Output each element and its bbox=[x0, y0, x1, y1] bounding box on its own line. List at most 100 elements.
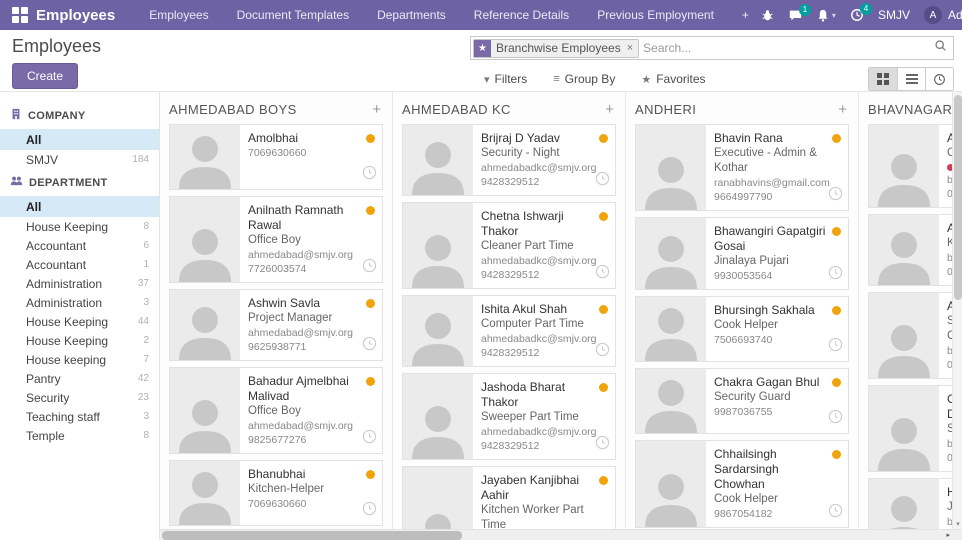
employee-card[interactable]: ACb 0 bbox=[868, 124, 962, 208]
sidebar-item-count: 3 bbox=[143, 411, 149, 422]
presence-status-dot bbox=[366, 206, 375, 215]
search-facet[interactable]: ★ Branchwise Employees × bbox=[473, 38, 640, 58]
top-menu-item-departments[interactable]: Departments bbox=[377, 8, 446, 22]
activity-clock-icon[interactable] bbox=[362, 258, 377, 278]
top-menu-item-document-templates[interactable]: Document Templates bbox=[236, 8, 350, 22]
employee-card[interactable]: Bhursingh Sakhala Cook Helper 7506693740 bbox=[635, 296, 849, 362]
app-title[interactable]: Employees bbox=[36, 6, 116, 24]
activity-clock-icon[interactable] bbox=[828, 503, 843, 523]
horizontal-scrollbar-thumb[interactable] bbox=[162, 531, 462, 540]
column-add-button[interactable]: + bbox=[605, 100, 614, 118]
employee-card[interactable]: Bahadur Ajmelbhai Malivad Office Boy ahmed… bbox=[169, 367, 383, 454]
employee-card[interactable]: Brijraj D Yadav Security - Night ahmedabad… bbox=[402, 124, 616, 196]
activity-clock-icon[interactable] bbox=[362, 165, 377, 185]
user-name: Administrator (SMJV_NEW) bbox=[947, 8, 962, 22]
sidebar-item-department-house-keeping[interactable]: House Keeping 44 bbox=[0, 312, 159, 331]
activity-clock-icon[interactable] bbox=[828, 265, 843, 285]
top-menu-item-reference-details[interactable]: Reference Details bbox=[473, 8, 570, 22]
activity-clock-icon[interactable] bbox=[362, 336, 377, 356]
sidebar-item-count: 184 bbox=[132, 154, 149, 165]
activity-clock-icon[interactable] bbox=[828, 337, 843, 357]
employee-card[interactable]: Jayaben Kanjibhai Aahir Kitchen Worker Pa… bbox=[402, 466, 616, 540]
employee-name: Jashoda Bharat Thakor bbox=[481, 380, 566, 409]
company-switcher[interactable]: SMJV bbox=[877, 8, 910, 22]
sidebar-item-department-house-keeping[interactable]: House keeping 7 bbox=[0, 350, 159, 369]
sidebar-item-department-accountant[interactable]: Accountant 6 bbox=[0, 236, 159, 255]
activity-clock-icon[interactable] bbox=[595, 342, 610, 362]
activity-clock-icon[interactable] bbox=[828, 186, 843, 206]
sidebar-item-department-administration[interactable]: Administration 37 bbox=[0, 274, 159, 293]
user-menu[interactable]: A Administrator (SMJV_NEW) bbox=[923, 6, 962, 24]
employee-card[interactable]: Bhavin Rana Executive - Admin & Kothar ran… bbox=[635, 124, 849, 211]
employee-phone: 0 bbox=[947, 188, 953, 200]
top-menu-item-employees[interactable]: Employees bbox=[149, 8, 209, 22]
presence-status-dot bbox=[366, 134, 375, 143]
employee-job-title: Project Manager bbox=[248, 312, 333, 324]
column-add-button[interactable]: + bbox=[372, 100, 381, 118]
search-icon[interactable] bbox=[934, 39, 947, 57]
filters-button[interactable]: ▾ Filters bbox=[484, 72, 528, 86]
notifications-bell-icon[interactable]: ▾ bbox=[817, 9, 836, 22]
facet-remove-icon[interactable]: × bbox=[625, 39, 639, 57]
create-button[interactable]: Create bbox=[12, 63, 79, 89]
debug-bug-icon[interactable] bbox=[761, 9, 774, 22]
employee-card[interactable]: Bhanubhai Kitchen-Helper 7069630660 bbox=[169, 460, 383, 526]
sidebar-item-department-accountant[interactable]: Accountant 1 bbox=[0, 255, 159, 274]
employee-email: b bbox=[947, 438, 953, 450]
employee-card[interactable]: CDSb 0 bbox=[868, 385, 962, 472]
employee-card[interactable]: Jashoda Bharat Thakor Sweeper Part Time ah… bbox=[402, 373, 616, 460]
employee-card[interactable]: Ashwin Savla Project Manager ahmedabad@smj… bbox=[169, 289, 383, 361]
employee-card[interactable]: Chhailsingh Sardarsingh Chowhan Cook Help… bbox=[635, 440, 849, 528]
activity-clock-icon[interactable] bbox=[362, 501, 377, 521]
sidebar-item-company-smjv[interactable]: SMJV 184 bbox=[0, 150, 159, 169]
sidebar-item-department-house-keeping[interactable]: House Keeping 8 bbox=[0, 217, 159, 236]
activities-clock-icon[interactable]: 4 bbox=[850, 3, 872, 22]
messages-icon[interactable]: 1 bbox=[788, 3, 811, 22]
scroll-down-arrow-icon[interactable]: ▾ bbox=[956, 521, 960, 528]
presence-status-dot bbox=[599, 305, 608, 314]
scroll-right-arrow-icon[interactable]: ▸ bbox=[946, 532, 950, 539]
employee-card[interactable]: Anilnath Ramnath Rawal Office Boy ahmedaba… bbox=[169, 196, 383, 283]
employee-card[interactable]: Amolbhai 7069630660 bbox=[169, 124, 383, 190]
horizontal-scrollbar[interactable]: ▸ bbox=[160, 529, 962, 540]
sidebar-item-department-teaching-staff[interactable]: Teaching staff 3 bbox=[0, 407, 159, 426]
employee-email: ahmedabad@smjv.org bbox=[248, 327, 354, 339]
favorites-button[interactable]: ★ Favorites bbox=[641, 72, 706, 86]
vertical-scrollbar-thumb[interactable] bbox=[954, 95, 962, 300]
sidebar-item-department-pantry[interactable]: Pantry 42 bbox=[0, 369, 159, 388]
sidebar-section-company: COMPANY bbox=[0, 102, 159, 129]
employee-avatar bbox=[636, 441, 706, 527]
activity-clock-icon[interactable] bbox=[362, 429, 377, 449]
group-by-button[interactable]: ≡ Group By bbox=[553, 72, 616, 86]
sidebar-item-department-all[interactable]: All bbox=[0, 196, 159, 217]
list-view-button[interactable] bbox=[897, 68, 925, 90]
activity-clock-icon[interactable] bbox=[828, 409, 843, 429]
employee-card-info: Bhanubhai Kitchen-Helper 7069630660 bbox=[240, 461, 382, 525]
sidebar-item-department-house-keeping[interactable]: House Keeping 2 bbox=[0, 331, 159, 350]
sidebar-item-department-administration[interactable]: Administration 3 bbox=[0, 293, 159, 312]
vertical-scrollbar[interactable]: ▾ bbox=[952, 92, 962, 540]
employee-card-info: ACb 0 bbox=[939, 125, 962, 207]
top-menu-item-plus[interactable]: + bbox=[741, 8, 749, 22]
employee-card[interactable]: Chetna Ishwarji Thakor Cleaner Part Time a… bbox=[402, 202, 616, 289]
sidebar-item-label: Accountant bbox=[26, 238, 87, 253]
employee-avatar bbox=[170, 197, 240, 282]
activity-clock-icon[interactable] bbox=[595, 264, 610, 284]
employee-card[interactable]: Bhawangiri Gapatgiri Gosai Jinalaya Pujar… bbox=[635, 217, 849, 290]
activity-clock-icon[interactable] bbox=[595, 435, 610, 455]
kanban-column-ahmedabad-boys: AHMEDABAD BOYS + Amolbhai 7069630660 Anilnat… bbox=[160, 92, 393, 540]
sidebar-item-company-all[interactable]: All bbox=[0, 129, 159, 150]
column-add-button[interactable]: + bbox=[838, 100, 847, 118]
employee-card[interactable]: Ishita Akul Shah Computer Part Time ahmeda… bbox=[402, 295, 616, 367]
sidebar-item-department-security[interactable]: Security 23 bbox=[0, 388, 159, 407]
employee-card[interactable]: ASCb 0 bbox=[868, 292, 962, 379]
activity-view-button[interactable] bbox=[925, 68, 953, 90]
search-input[interactable] bbox=[643, 41, 934, 55]
employee-card[interactable]: Chakra Gagan Bhul Security Guard 998703675… bbox=[635, 368, 849, 434]
top-menu-item-previous-employment[interactable]: Previous Employment bbox=[597, 8, 714, 22]
sidebar-item-department-temple[interactable]: Temple 8 bbox=[0, 426, 159, 445]
activity-clock-icon[interactable] bbox=[595, 171, 610, 191]
apps-grid-icon[interactable] bbox=[12, 7, 28, 23]
kanban-view-button[interactable] bbox=[869, 68, 897, 90]
